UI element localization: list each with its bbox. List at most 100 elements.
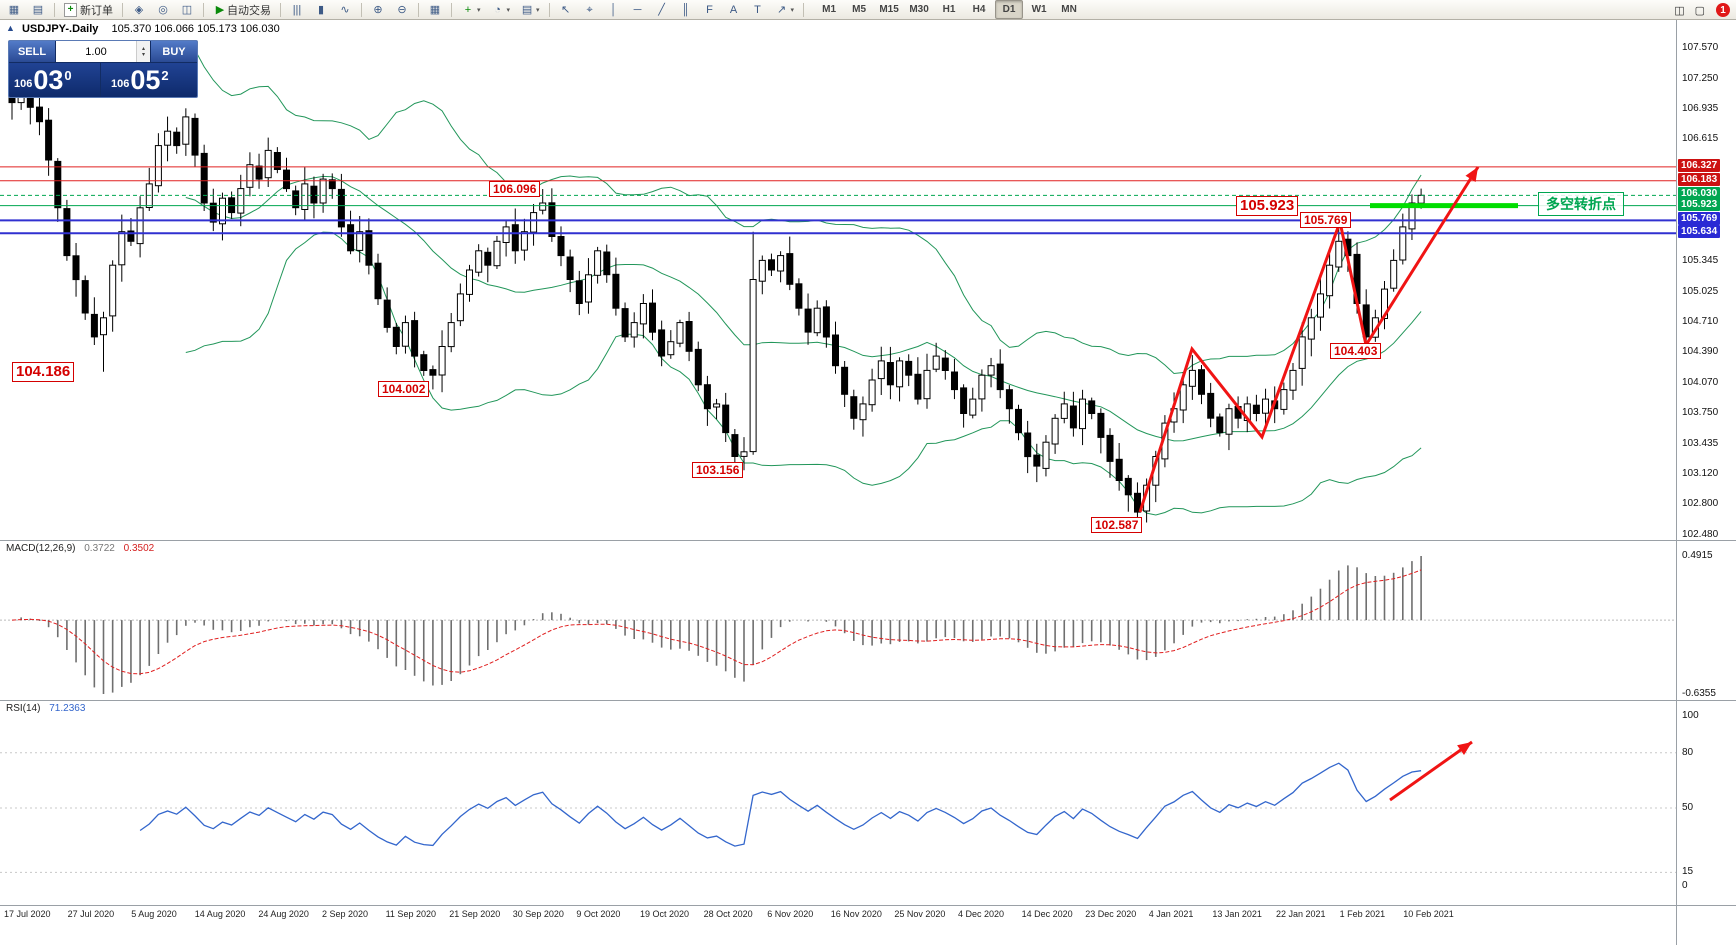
cursor-icon[interactable]: ↖ xyxy=(555,0,577,19)
date-label: 4 Dec 2020 xyxy=(958,909,1005,919)
candlestick-chart-icon[interactable]: ▮ xyxy=(310,0,332,19)
zoom-out-icon[interactable]: ⊖ xyxy=(391,0,413,19)
vertical-line-icon-glyph: │ xyxy=(610,3,617,16)
price-axis-label: 103.750 xyxy=(1682,407,1719,419)
chart-profiles-icon-glyph: ▤ xyxy=(32,3,44,16)
annotation-note[interactable]: 多空转折点 xyxy=(1538,192,1624,216)
new-order-button-label: 新订单 xyxy=(80,4,113,17)
price-axis-label: 103.120 xyxy=(1682,467,1719,479)
periods-icon-dropdown-icon[interactable]: ▾ xyxy=(506,6,511,14)
bar-chart-icon[interactable]: ||| xyxy=(286,0,308,19)
date-label: 23 Dec 2020 xyxy=(1085,909,1137,919)
channel-icon[interactable]: ║ xyxy=(675,0,697,19)
price-callout[interactable]: 103.156 xyxy=(692,462,744,478)
price-axis-marker: 106.030 xyxy=(1678,187,1721,201)
toolbar: ▦ ▤ + 新订单 ◈ ◎ ◫ ▶ 自动交易 ||| ▮ ∿ ⊕ ⊖ ▦ + ▾ ◔ ▾ ▤ ▾ ↖ ⌖ │ ─ ╱ ║ F A T ↗ ▾ M… xyxy=(0,0,1736,20)
periods-icon[interactable]: ◔ ▾ xyxy=(487,0,515,19)
price-callout[interactable]: 104.002 xyxy=(378,381,430,397)
indicators-icon-dropdown-icon[interactable]: ▾ xyxy=(477,6,481,14)
volume-up-icon[interactable]: ▴ xyxy=(141,45,145,52)
buy-price[interactable]: 106 05 2 xyxy=(101,63,197,97)
macd-value-signal: 0.3502 xyxy=(123,543,155,554)
date-label: 30 Sep 2020 xyxy=(512,909,564,919)
price-callout[interactable]: 105.769 xyxy=(1300,212,1352,228)
zoom-in-icon[interactable]: ⊕ xyxy=(367,0,389,19)
chart-ohlc: 105.370 106.066 105.173 106.030 xyxy=(111,23,280,35)
timeframe-mn[interactable]: MN xyxy=(1061,4,1077,15)
line-chart-icon[interactable]: ∿ xyxy=(334,0,356,19)
rsi-value: 71.2363 xyxy=(49,703,86,714)
indicators-icon[interactable]: + ▾ xyxy=(457,0,485,19)
price-axis-label: 102.480 xyxy=(1682,529,1719,540)
sell-button[interactable]: SELL xyxy=(9,41,55,62)
timeframe-m15[interactable]: M15 xyxy=(879,4,899,15)
chart-profiles-icon[interactable]: ▤ xyxy=(27,0,49,19)
horizontal-line-icon-glyph: ─ xyxy=(633,3,642,16)
vertical-line-icon[interactable]: │ xyxy=(603,0,625,19)
timeframe-m5[interactable]: M5 xyxy=(852,4,867,15)
docking-icon[interactable]: ◫ xyxy=(1674,4,1685,17)
price-callout[interactable]: 106.096 xyxy=(489,181,541,197)
timeframe-m30[interactable]: M30 xyxy=(909,4,929,15)
timeframe-h1[interactable]: H1 xyxy=(942,4,956,15)
date-label: 13 Jan 2021 xyxy=(1212,909,1262,919)
date-label: 16 Nov 2020 xyxy=(830,909,882,919)
timeframe-w1[interactable]: W1 xyxy=(1031,4,1047,15)
navigator-icon[interactable]: ◎ xyxy=(152,0,174,19)
new-order-button[interactable]: + 新订单 xyxy=(60,0,117,19)
volume-input[interactable] xyxy=(56,41,136,62)
trendline-icon[interactable]: ╱ xyxy=(651,0,673,19)
price-axis-label: 105.025 xyxy=(1682,285,1719,297)
timeframe-d1[interactable]: D1 xyxy=(995,0,1024,19)
trendline-icon-glyph: ╱ xyxy=(658,3,665,16)
terminal-icon[interactable]: ◫ xyxy=(176,0,198,19)
templates-icon-dropdown-icon[interactable]: ▾ xyxy=(536,6,540,14)
price-axis-label: 104.390 xyxy=(1682,346,1719,358)
date-label: 5 Aug 2020 xyxy=(131,909,177,919)
templates-icon[interactable]: ▤ ▾ xyxy=(516,0,544,19)
fibonacci-icon-glyph: F xyxy=(706,3,713,16)
rsi-axis-label: 15 xyxy=(1682,866,1694,878)
macd-name: MACD(12,26,9) xyxy=(6,543,76,554)
timeframe-h4[interactable]: H4 xyxy=(972,4,986,15)
buy-price-pip: 2 xyxy=(161,68,169,83)
one-click-collapse-icon[interactable]: ▲ xyxy=(6,23,15,33)
chart-symbol: USDJPY-.Daily xyxy=(21,23,99,35)
tile-windows-icon[interactable]: ▦ xyxy=(424,0,446,19)
price-callout[interactable]: 104.403 xyxy=(1330,343,1382,359)
arrows-icon-dropdown-icon[interactable]: ▾ xyxy=(790,6,795,14)
new-chart-icon[interactable]: ▦ xyxy=(3,0,25,19)
fullscreen-icon[interactable]: ▢ xyxy=(1694,4,1705,17)
cursor-icon-glyph: ↖ xyxy=(560,3,571,16)
toolbar-right: ◫ ▢ 1 xyxy=(1669,1,1730,19)
date-axis[interactable]: 17 Jul 2020 27 Jul 2020 5 Aug 2020 14 Aug 2… xyxy=(0,909,1676,923)
buy-price-main: 05 xyxy=(130,65,161,95)
timeframe-m1[interactable]: M1 xyxy=(822,4,837,15)
crosshair-icon[interactable]: ⌖ xyxy=(579,0,601,19)
autotrade-button[interactable]: ▶ 自动交易 xyxy=(209,0,275,19)
rsi-axis-label: 80 xyxy=(1682,746,1694,758)
sell-price[interactable]: 106 03 0 xyxy=(9,63,100,97)
date-label: 14 Aug 2020 xyxy=(194,909,246,919)
price-callout[interactable]: 102.587 xyxy=(1091,517,1143,533)
price-callout[interactable]: 104.186 xyxy=(12,362,75,382)
date-label: 14 Dec 2020 xyxy=(1021,909,1073,919)
price-axis-label: 106.935 xyxy=(1682,102,1719,114)
buy-button[interactable]: BUY xyxy=(151,41,197,62)
fibonacci-icon[interactable]: F xyxy=(699,0,721,19)
volume-down-icon[interactable]: ▾ xyxy=(141,51,145,58)
date-label: 9 Oct 2020 xyxy=(576,909,621,919)
arrows-icon[interactable]: ↗ ▾ xyxy=(771,0,799,19)
price-callout[interactable]: 105.923 xyxy=(1236,196,1299,216)
date-label: 25 Nov 2020 xyxy=(894,909,946,919)
text-icon[interactable]: A xyxy=(723,0,745,19)
new-order-glyph: + xyxy=(64,2,77,17)
market-watch-icon[interactable]: ◈ xyxy=(128,0,150,19)
label-icon[interactable]: T xyxy=(747,0,769,19)
buy-price-handle: 106 xyxy=(111,78,130,90)
price-axis-label: 107.250 xyxy=(1682,72,1719,84)
notification-badge[interactable]: 1 xyxy=(1716,3,1730,17)
rsi-axis-label: 100 xyxy=(1682,710,1699,721)
horizontal-line-icon[interactable]: ─ xyxy=(627,0,649,19)
